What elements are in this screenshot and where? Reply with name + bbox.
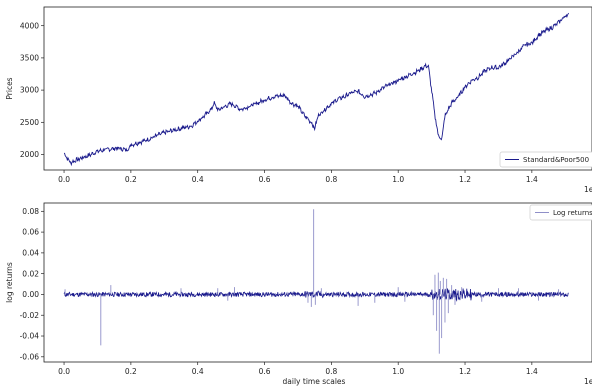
x-tick-label: 0.4: [192, 175, 204, 184]
series-line-returns: [63, 288, 569, 302]
legend-box: [529, 204, 592, 221]
y-tick-label: 3500: [20, 53, 39, 62]
x-axis-label: daily time scales: [283, 377, 346, 386]
x-tick-label: 0.8: [325, 175, 337, 184]
y-tick-label: 0.08: [22, 207, 39, 216]
plot-frame: [43, 6, 592, 171]
x-tick-label: 1.0: [392, 367, 404, 376]
series-line-price: [64, 12, 570, 167]
y-axis-label: Prices: [5, 77, 14, 99]
x-tick-label: 1.2: [459, 367, 471, 376]
chart-panel-1: 0.0 0.2 0.4 0.6 0.8 1.0 1.2 1.4 2000 2500 3000 3500…: [5, 6, 592, 194]
x-tick-label: 0.0: [58, 367, 70, 376]
y-axis-label: log returns: [5, 262, 14, 303]
y-tick-label: 2000: [20, 150, 39, 159]
y-tick-label: -0.04: [20, 332, 40, 341]
legend: Standard&Poor500: [499, 151, 592, 168]
x-tick-label: 0.6: [259, 367, 271, 376]
legend-box: [499, 151, 592, 168]
x-tick-label: 1.2: [459, 175, 471, 184]
legend: Log returns: [529, 204, 592, 221]
x-tick-label: 0.8: [325, 367, 337, 376]
legend-label: Standard&Poor500: [523, 156, 589, 164]
y-tick-label: 0.02: [22, 269, 39, 278]
x-tick-label: 0.2: [125, 367, 137, 376]
y-tick-label: 3000: [20, 86, 39, 95]
x-tick-label: 0.6: [259, 175, 271, 184]
x-tick-label: 0.2: [125, 175, 137, 184]
y-tick-label: -0.06: [20, 352, 40, 361]
plot-frame: [43, 202, 592, 363]
x-tick-label: 0.4: [192, 367, 204, 376]
legend-label: Log returns: [553, 209, 592, 217]
y-tick-label: 2500: [20, 118, 39, 127]
y-tick-label: 0.00: [22, 290, 39, 299]
chart-panel-2: 0.0 0.2 0.4 0.6 0.8 1.0 1.2 1.4 -0.06 -0.04 -0.02 0…: [5, 202, 592, 386]
x-tick-label: 1.4: [526, 367, 538, 376]
y-tick-label: -0.02: [20, 311, 40, 320]
y-tick-label: 0.06: [22, 228, 39, 237]
y-tick-label: 4000: [20, 21, 39, 30]
x-tick-label: 1.0: [392, 175, 404, 184]
y-tick-label: 0.04: [22, 248, 39, 257]
x-tick-label: 1.4: [526, 175, 538, 184]
x-offset-label: 1e: [584, 377, 592, 386]
x-offset-label: 1e: [584, 185, 592, 194]
x-tick-label: 0.0: [58, 175, 70, 184]
